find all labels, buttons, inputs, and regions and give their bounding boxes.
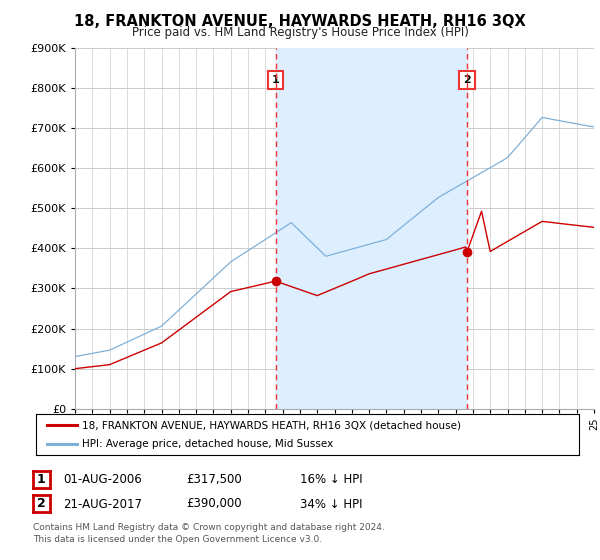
Bar <box>275 48 467 409</box>
Text: 16% ↓ HPI: 16% ↓ HPI <box>300 473 362 487</box>
Text: 1: 1 <box>272 74 280 85</box>
Text: Price paid vs. HM Land Registry's House Price Index (HPI): Price paid vs. HM Land Registry's House … <box>131 26 469 39</box>
Text: £317,500: £317,500 <box>186 473 242 487</box>
Text: 01-AUG-2006: 01-AUG-2006 <box>63 473 142 487</box>
Text: 18, FRANKTON AVENUE, HAYWARDS HEATH, RH16 3QX: 18, FRANKTON AVENUE, HAYWARDS HEATH, RH1… <box>74 14 526 29</box>
Text: 21-AUG-2017: 21-AUG-2017 <box>63 497 142 511</box>
Text: 18, FRANKTON AVENUE, HAYWARDS HEATH, RH16 3QX (detached house): 18, FRANKTON AVENUE, HAYWARDS HEATH, RH1… <box>82 421 461 430</box>
Text: 1: 1 <box>37 473 46 486</box>
Text: £390,000: £390,000 <box>186 497 242 511</box>
Text: 2: 2 <box>37 497 46 510</box>
Text: HPI: Average price, detached house, Mid Sussex: HPI: Average price, detached house, Mid … <box>82 439 334 449</box>
Text: Contains HM Land Registry data © Crown copyright and database right 2024.
This d: Contains HM Land Registry data © Crown c… <box>33 523 385 544</box>
Text: 2: 2 <box>463 74 471 85</box>
Text: 34% ↓ HPI: 34% ↓ HPI <box>300 497 362 511</box>
